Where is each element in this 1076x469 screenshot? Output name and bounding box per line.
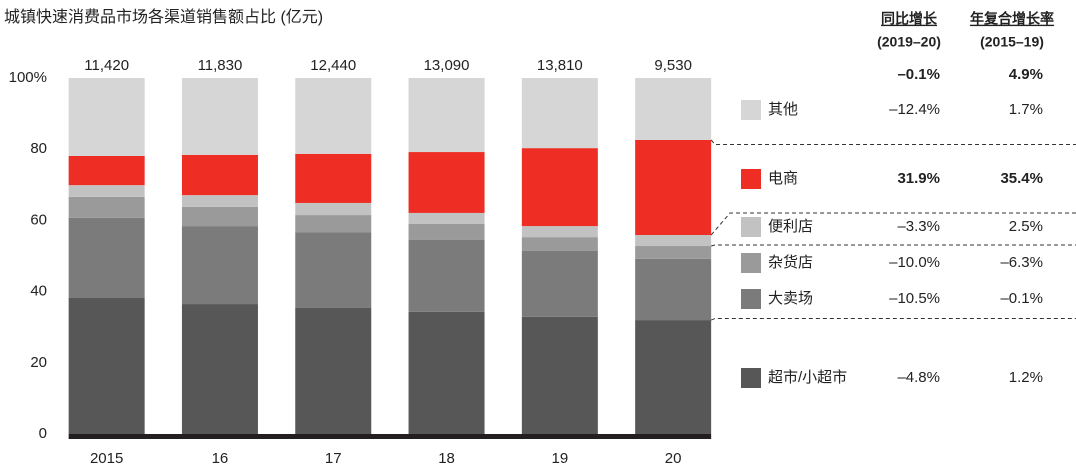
cagr-value: –0.1% [1000, 290, 1043, 307]
x-tick-label: 18 [438, 450, 455, 467]
bar-segment [181, 195, 258, 207]
bar-segment [295, 202, 372, 216]
bar-segment [181, 206, 258, 227]
bar-segment [521, 237, 598, 252]
y-tick-label: 40 [30, 283, 47, 300]
total-label: 9,530 [654, 57, 692, 74]
yoy-value: –4.8% [897, 369, 940, 386]
legend-label: 其他 [768, 101, 798, 118]
bar-segment [68, 217, 145, 299]
total-label: 11,420 [84, 57, 129, 74]
bar-segment [295, 153, 372, 203]
bar-segment [521, 226, 598, 238]
yoy-header: 同比增长 [881, 11, 938, 27]
bar-segment [635, 246, 712, 259]
bar-segment [635, 139, 712, 235]
separator [710, 139, 1076, 145]
legend-swatch [741, 217, 761, 237]
legend-swatch [741, 169, 761, 189]
bar-segment [521, 251, 598, 317]
legend-label: 电商 [768, 170, 798, 187]
y-tick-label: 0 [39, 425, 47, 442]
yoy-value: –10.0% [889, 254, 940, 271]
x-tick-label: 19 [552, 450, 569, 467]
cagr-header: 年复合增长率 [970, 11, 1054, 27]
bar-segment [68, 155, 145, 186]
bar-segment [521, 78, 598, 149]
yoy-value: –12.4% [889, 101, 940, 118]
legend-label: 杂货店 [768, 254, 813, 271]
bar-segment [68, 185, 145, 197]
total-label: 13,090 [424, 57, 470, 74]
bar-segment [408, 212, 485, 224]
separator [711, 244, 1076, 247]
bar-segment [408, 78, 485, 153]
legend-label: 超市/小超市 [768, 369, 847, 386]
chart-title: 城镇快速消费品市场各渠道销售额占比 (亿元) [4, 8, 323, 26]
bar-segment [295, 232, 372, 308]
x-tick-label: 16 [212, 450, 229, 467]
separator [710, 318, 1076, 321]
legend-swatch [741, 253, 761, 273]
x-tick-label: 2015 [90, 450, 123, 467]
x-tick-label: 20 [665, 450, 682, 467]
baseline [68, 434, 712, 439]
total-yoy: –0.1% [897, 66, 940, 83]
bar-segment [68, 78, 145, 156]
cagr-header: (2015–19) [980, 34, 1044, 50]
bar-segment [68, 196, 145, 218]
yoy-header: (2019–20) [877, 34, 941, 50]
legend-swatch [741, 100, 761, 120]
yoy-value: –10.5% [889, 290, 940, 307]
yoy-value: 31.9% [897, 170, 940, 187]
bar-segment [635, 258, 712, 321]
legend-swatch [741, 368, 761, 388]
bar-segment [521, 316, 598, 434]
y-tick-label: 60 [30, 211, 47, 228]
cagr-value: 1.7% [1009, 101, 1043, 118]
bar-segment [408, 152, 485, 213]
bar-segment [181, 226, 258, 305]
bar-segment [408, 239, 485, 312]
legend-swatch [741, 289, 761, 309]
bar-segment [521, 148, 598, 227]
total-label: 11,830 [198, 57, 243, 74]
cagr-value: 2.5% [1009, 218, 1043, 235]
x-tick-label: 17 [325, 450, 342, 467]
legend-label: 便利店 [768, 218, 813, 235]
cagr-value: 35.4% [1000, 170, 1043, 187]
cagr-value: –6.3% [1000, 254, 1043, 271]
bar-segment [635, 78, 712, 140]
yoy-value: –3.3% [897, 218, 940, 235]
y-tick-label: 100% [9, 69, 47, 86]
total-cagr: 4.9% [1009, 66, 1043, 83]
bar-segment [181, 304, 258, 434]
y-tick-label: 20 [30, 354, 47, 371]
bar-segment [295, 307, 372, 434]
bar-segment [635, 234, 712, 247]
bar-segment [68, 298, 145, 434]
bar-segment [295, 215, 372, 233]
bar-segment [295, 78, 372, 154]
bar-segment [408, 223, 485, 240]
cagr-value: 1.2% [1009, 369, 1043, 386]
total-label: 13,810 [537, 57, 583, 74]
bar-segment [635, 320, 712, 434]
separator [710, 212, 1076, 236]
total-label: 12,440 [310, 57, 356, 74]
bar-segment [408, 311, 485, 434]
y-tick-label: 80 [30, 140, 47, 157]
legend-label: 大卖场 [768, 290, 813, 307]
bar-segment [181, 154, 258, 196]
bar-segment [181, 78, 258, 155]
